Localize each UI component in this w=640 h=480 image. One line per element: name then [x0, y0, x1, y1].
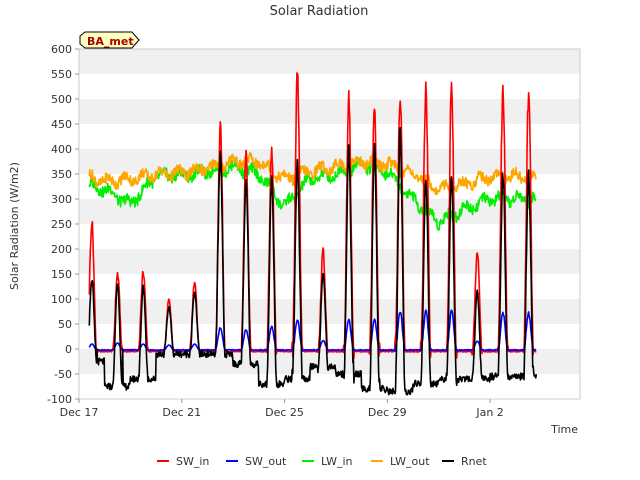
x-axis: Dec 17 Dec 21 Dec 25 Dec 29 Jan 2 [60, 399, 504, 419]
y-axis-title: Solar Radiation (W/m2) [8, 162, 21, 290]
grid-band [79, 299, 580, 324]
x-axis-title: Time [550, 423, 578, 436]
x-tick-label: Dec 25 [265, 406, 304, 419]
y-tick-label: 50 [58, 318, 72, 331]
legend-label: SW_out [245, 455, 287, 468]
y-tick-label: 450 [51, 118, 72, 131]
legend-label: SW_in [176, 455, 209, 468]
grid-band [79, 199, 580, 224]
y-tick-label: 550 [51, 68, 72, 81]
series-lines [88, 72, 538, 396]
y-tick-label: 250 [51, 218, 72, 231]
y-tick-label: 300 [51, 193, 72, 206]
legend-label: Rnet [461, 455, 487, 468]
y-tick-label: 600 [51, 43, 72, 56]
legend-label: LW_in [321, 455, 353, 468]
site-badge-box [79, 31, 140, 49]
grid-band [79, 349, 580, 374]
y-tick-label: -50 [54, 368, 72, 381]
y-tick-label: 400 [51, 143, 72, 156]
x-tick-label: Dec 21 [162, 406, 201, 419]
x-tick-label: Dec 29 [368, 406, 407, 419]
x-tick-label: Jan 2 [475, 406, 503, 419]
y-tick-label: 500 [51, 93, 72, 106]
y-tick-label: 100 [51, 293, 72, 306]
y-tick-label: 0 [65, 343, 72, 356]
grid-band [79, 249, 580, 274]
legend-label: LW_out [390, 455, 430, 468]
y-tick-label: 350 [51, 168, 72, 181]
y-tick-label: -100 [47, 393, 72, 406]
y-tick-label: 200 [51, 243, 72, 256]
series-line-rnet [88, 127, 538, 396]
y-tick-label: 150 [51, 268, 72, 281]
x-tick-label: Dec 17 [60, 406, 99, 419]
site-badge: BA_met [79, 31, 140, 49]
grid-band [79, 99, 580, 124]
series-line-lw-out [88, 151, 537, 196]
y-axis: -100 -50 0 50 100 150 200 250 300 350 400 450 500 550… [47, 43, 79, 406]
chart-title: Solar Radiation [270, 4, 369, 19]
grid-band [79, 49, 580, 74]
site-badge-label: BA_met [87, 35, 134, 48]
legend: SW_in SW_out LW_in LW_out Rnet [157, 455, 487, 468]
